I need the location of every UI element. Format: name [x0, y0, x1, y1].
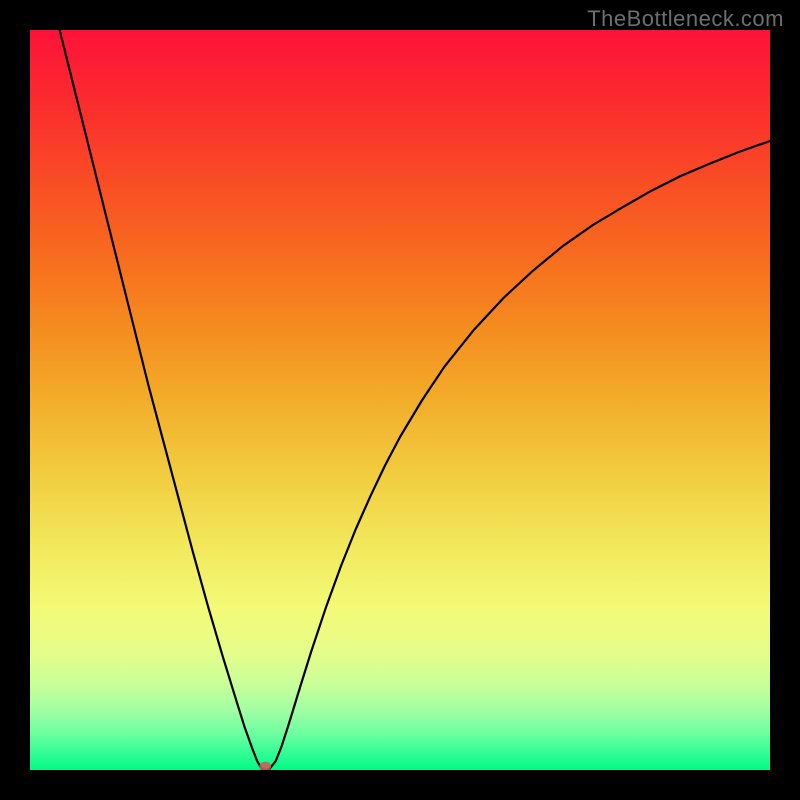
chart-container: TheBottleneck.com — [0, 0, 800, 800]
bottleneck-chart — [30, 30, 770, 770]
watermark-text: TheBottleneck.com — [587, 6, 784, 32]
gradient-background — [30, 30, 770, 770]
